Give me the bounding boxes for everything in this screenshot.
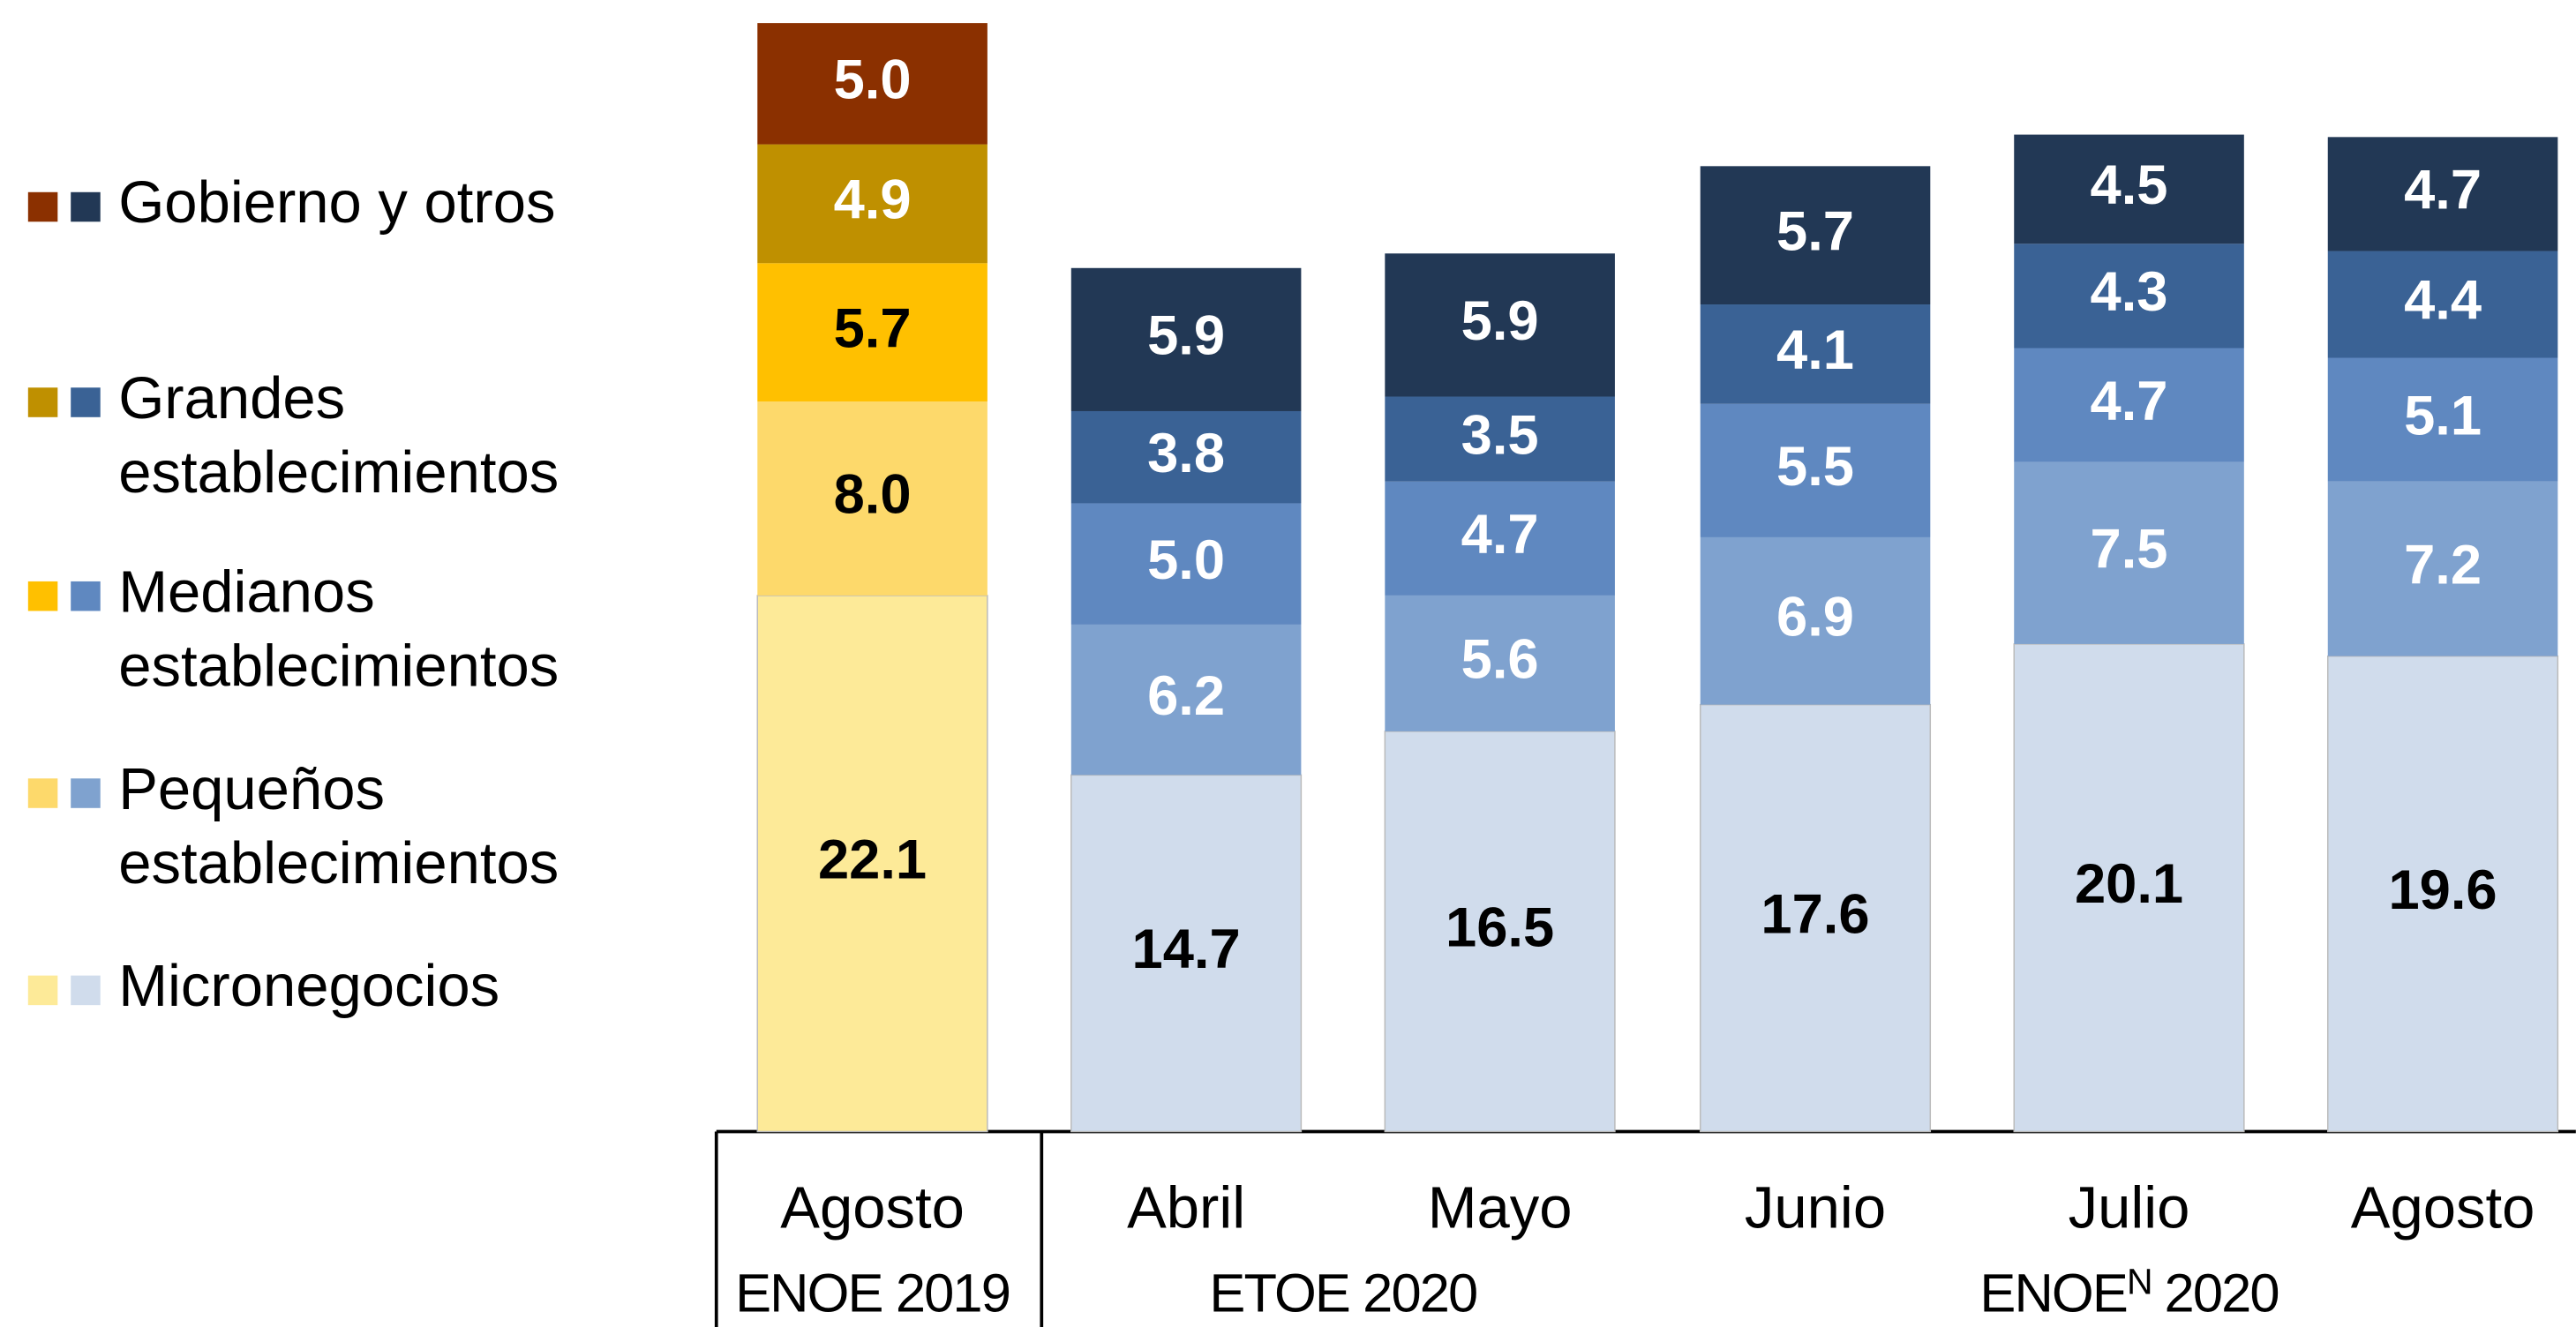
legend-swatch [27,191,58,222]
value-label: 4.7 [1461,504,1539,566]
group-label-suffix: 2020 [2165,1263,2279,1324]
bar-segment [2327,357,2558,482]
value-label: 4.1 [1776,319,1854,381]
legend-label: Micronegocios [118,953,499,1019]
legend-line: establecimientos [118,439,559,506]
value-label: 7.2 [2404,534,2482,596]
bar-segment [2327,655,2559,1133]
group-label-superscript: N [2127,1261,2152,1301]
value-label: 4.9 [834,169,912,231]
x-tick-label: Agosto [2351,1174,2535,1241]
legend-swatch [71,387,101,417]
legend-swatch [71,778,101,808]
legend-swatch [27,778,58,808]
legend-line: Medianos [118,559,391,625]
value-label: 5.0 [1147,529,1225,591]
value-label: 14.7 [1132,918,1241,980]
bar-segment [1070,774,1303,1133]
value-label: 6.9 [1776,587,1854,649]
bar-segment [2327,137,2558,251]
bar-segment [1070,503,1302,625]
bar-segment [1700,166,1931,305]
x-tick-label: Junio [1745,1174,1886,1241]
bar-segment [1385,253,1615,397]
group-label-main: ENOE [1979,1263,2127,1324]
legend-label: Grandes establecimientos [118,365,559,506]
bar-segment [1070,410,1302,504]
value-label: 4.7 [2404,160,2482,221]
value-label: 5.0 [834,49,912,111]
value-label: 20.1 [2075,853,2183,915]
value-label: 5.1 [2404,385,2482,446]
bar-segment [757,263,988,401]
group-label: ENOE 2019 [735,1263,1010,1324]
legend-swatch [71,581,101,611]
value-label: 4.7 [2091,371,2168,432]
legend-swatch [27,975,58,1006]
bar-segment [757,401,988,596]
value-label: 8.0 [834,464,912,526]
bar-segment [757,23,988,145]
bar-segment [2327,481,2558,656]
legend-label: Gobierno y otros [118,169,555,236]
bar-segment [2014,134,2244,244]
bar-segment [1385,481,1615,596]
x-tick-label: Mayo [1428,1174,1573,1241]
bar-segment [1384,731,1616,1133]
value-label: 4.5 [2091,154,2168,216]
legend-swatch [71,975,101,1006]
legend-line: establecimientos [118,830,559,896]
legend-line: Grandes [118,365,362,431]
x-tick-label: Agosto [780,1174,965,1241]
bar-segment [757,144,988,264]
bar-segment [1070,624,1302,776]
value-label: 5.7 [1776,200,1854,262]
x-tick-label: Abril [1127,1174,1245,1241]
value-label: 5.9 [1461,290,1539,352]
value-label: 3.5 [1461,404,1539,466]
bar-segment [1699,703,1932,1133]
value-label: 5.6 [1461,629,1539,691]
value-label: 6.2 [1147,665,1225,727]
x-tick-label: Julio [2069,1174,2190,1241]
value-label: 19.6 [2388,859,2497,921]
bar-segment [2327,251,2558,358]
value-label: 22.1 [818,828,927,890]
bar-segment [2014,348,2244,462]
legend-line: establecimientos [118,633,559,699]
value-label: 5.7 [834,297,912,359]
bar-segment [1700,304,1931,404]
legend-line: Pequeños [118,756,401,822]
legend-swatch [71,191,101,222]
legend-label: Pequeños establecimientos [118,756,559,896]
bar-segment [1700,536,1931,705]
bar-segment [1700,403,1931,537]
value-label: 5.5 [1776,436,1854,498]
bar-segment [1385,396,1615,482]
group-label: ENOEN 2020 [1979,1261,2278,1323]
bar-segment [2014,461,2244,644]
value-label: 4.3 [2091,261,2168,323]
bar-segment [1070,267,1302,411]
bar-segment [2014,244,2244,349]
legend-swatch [27,581,58,611]
group-label: ETOE 2020 [1209,1263,1476,1324]
value-label: 3.8 [1147,423,1225,484]
value-label: 17.6 [1761,883,1869,945]
value-label: 16.5 [1446,896,1554,958]
legend-swatch [27,387,58,417]
bar-segment [2013,643,2245,1133]
value-label: 7.5 [2091,519,2168,581]
value-label: 4.4 [2404,270,2482,332]
bar-segment [1385,595,1615,731]
bar-segment [756,595,988,1133]
value-label: 5.9 [1147,305,1225,367]
legend-label: Medianos establecimientos [118,559,559,699]
